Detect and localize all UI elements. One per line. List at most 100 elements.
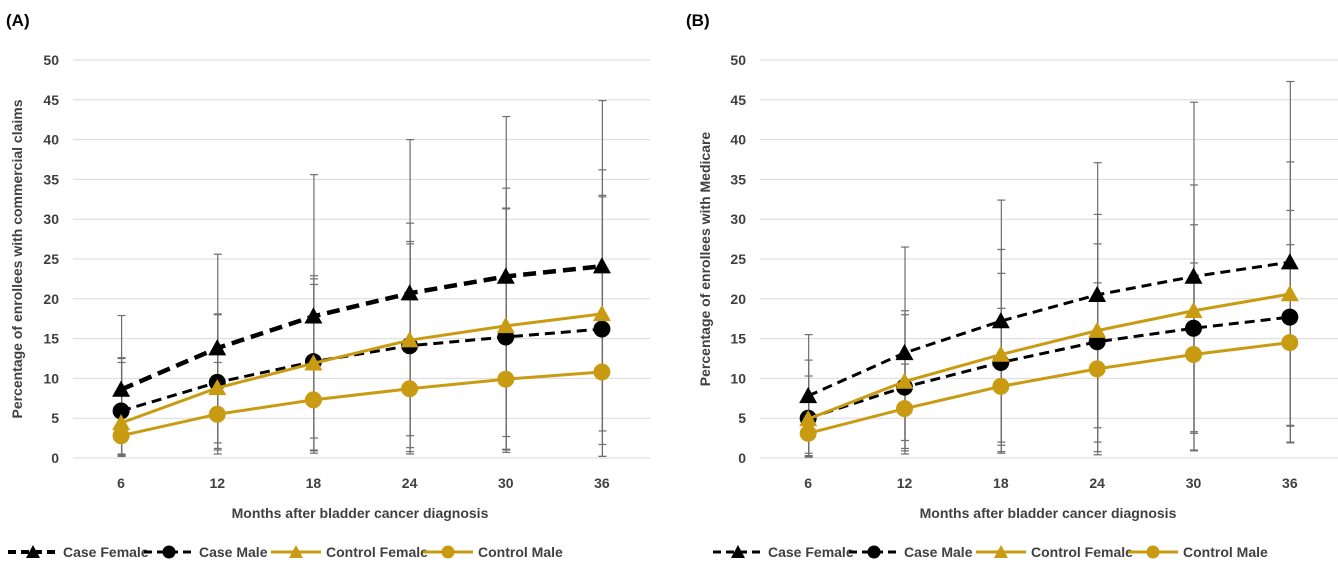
series-line-control-male (807, 341, 1291, 435)
y-tick-label: 0 (51, 450, 59, 466)
x-tick-label: 24 (1089, 475, 1105, 491)
y-tick-label: 20 (730, 291, 746, 307)
x-tick-label: 12 (897, 475, 913, 491)
legend-circle-icon (441, 545, 455, 559)
data-point (991, 345, 1010, 362)
legend-label: Case Male (904, 544, 973, 560)
series-line-case-female (807, 260, 1291, 398)
y-tick-label: 45 (730, 92, 746, 108)
legend-label: Control Female (1031, 544, 1133, 560)
data-point (401, 380, 419, 398)
series-line-control-female (120, 312, 603, 425)
y-tick-label: 30 (730, 211, 746, 227)
data-point (112, 427, 130, 445)
y-tick-label: 25 (43, 251, 59, 267)
data-point (992, 377, 1010, 395)
legend-a: Case Female Case Male Control Female Contro… (8, 544, 563, 560)
data-point (1185, 319, 1202, 337)
y-tick-label: 15 (43, 331, 59, 347)
data-point (1185, 346, 1202, 364)
y-tick-label: 50 (43, 52, 59, 68)
legend-item: Control Female (271, 544, 428, 560)
legend-label: Case Female (63, 544, 149, 560)
legend-triangle-icon (289, 545, 303, 558)
y-tick-label: 5 (738, 410, 746, 426)
data-point (896, 400, 913, 418)
x-axis-title-a: Months after bladder cancer diagnosis (232, 505, 489, 521)
data-point (1184, 267, 1203, 284)
y-tick-label: 50 (730, 52, 746, 68)
plot-area-b: 0 5 10 15 20 25 30 35 40 45 50 6 12 18 24 30 36 (730, 52, 1338, 491)
y-axis-title-a: Percentage of enrollees with commercial … (9, 99, 25, 418)
legend-label: Control Male (1183, 544, 1268, 560)
legend-triangle-icon (26, 545, 40, 558)
y-axis-title-b: Percentage of enrollees with Medicare (697, 132, 713, 387)
y-tick-label: 10 (43, 370, 59, 386)
x-tick-label: 36 (1282, 475, 1298, 491)
data-point (592, 304, 611, 322)
data-point (1281, 334, 1299, 352)
data-point (304, 354, 323, 371)
panel-label-a: (A) (6, 11, 30, 30)
legend-b: Case Female Case Male Control Female Contro… (713, 544, 1268, 560)
y-tick-label: 0 (738, 450, 746, 466)
x-tick-label: 12 (209, 475, 225, 491)
y-tick-label: 10 (730, 370, 746, 386)
data-point (112, 380, 131, 397)
data-point (496, 267, 515, 284)
legend-item: Case Female (8, 544, 149, 560)
legend-label: Case Female (768, 544, 854, 560)
data-point (497, 370, 515, 388)
legend-item: Case Female (713, 544, 854, 560)
y-tick-label: 15 (730, 331, 746, 347)
data-point (400, 284, 419, 301)
plot-area-a: 0 5 10 15 20 25 30 35 40 45 50 6 12 18 24 30 36 (43, 52, 650, 491)
data-point (112, 413, 131, 431)
data-point (208, 405, 226, 423)
legend-circle-icon (867, 545, 881, 559)
legend-label: Control Female (326, 544, 428, 560)
data-point (1280, 253, 1299, 270)
data-point (1088, 360, 1106, 378)
data-point (1088, 285, 1107, 303)
data-point (895, 343, 914, 361)
data-point (593, 320, 611, 338)
y-tick-label: 40 (43, 132, 59, 148)
data-point (304, 307, 323, 324)
y-tick-label: 40 (730, 132, 746, 148)
series-line-control-female (807, 292, 1291, 421)
series-line-case-male (807, 315, 1291, 420)
legend-circle-icon (1146, 545, 1160, 559)
data-point (799, 409, 818, 427)
x-tick-label: 30 (498, 475, 514, 491)
data-point (1280, 285, 1299, 302)
data-point (799, 386, 818, 404)
legend-item: Case Male (144, 544, 268, 560)
x-tick-label: 18 (306, 475, 322, 491)
y-tick-label: 20 (43, 291, 59, 307)
legend-triangle-icon (731, 545, 745, 558)
series-line-control-male (120, 370, 603, 438)
data-point (593, 363, 611, 381)
data-point (208, 378, 227, 396)
y-tick-label: 25 (730, 251, 746, 267)
series-line-case-male (120, 327, 603, 413)
x-tick-label: 36 (594, 475, 610, 491)
y-tick-label: 35 (730, 171, 746, 187)
legend-label: Case Male (199, 544, 268, 560)
legend-item: Control Male (423, 544, 563, 560)
y-tick-label: 45 (43, 92, 59, 108)
legend-circle-icon (162, 545, 176, 559)
data-point (799, 424, 817, 442)
legend-item: Control Female (976, 544, 1133, 560)
series-line-case-female (120, 263, 603, 392)
y-tick-label: 30 (43, 211, 59, 227)
data-point (1184, 301, 1203, 318)
legend-item: Case Male (849, 544, 973, 560)
data-point (592, 257, 611, 274)
legend-item: Control Male (1128, 544, 1268, 560)
y-tick-label: 5 (51, 410, 59, 426)
data-point (496, 316, 515, 334)
data-point (112, 402, 130, 420)
